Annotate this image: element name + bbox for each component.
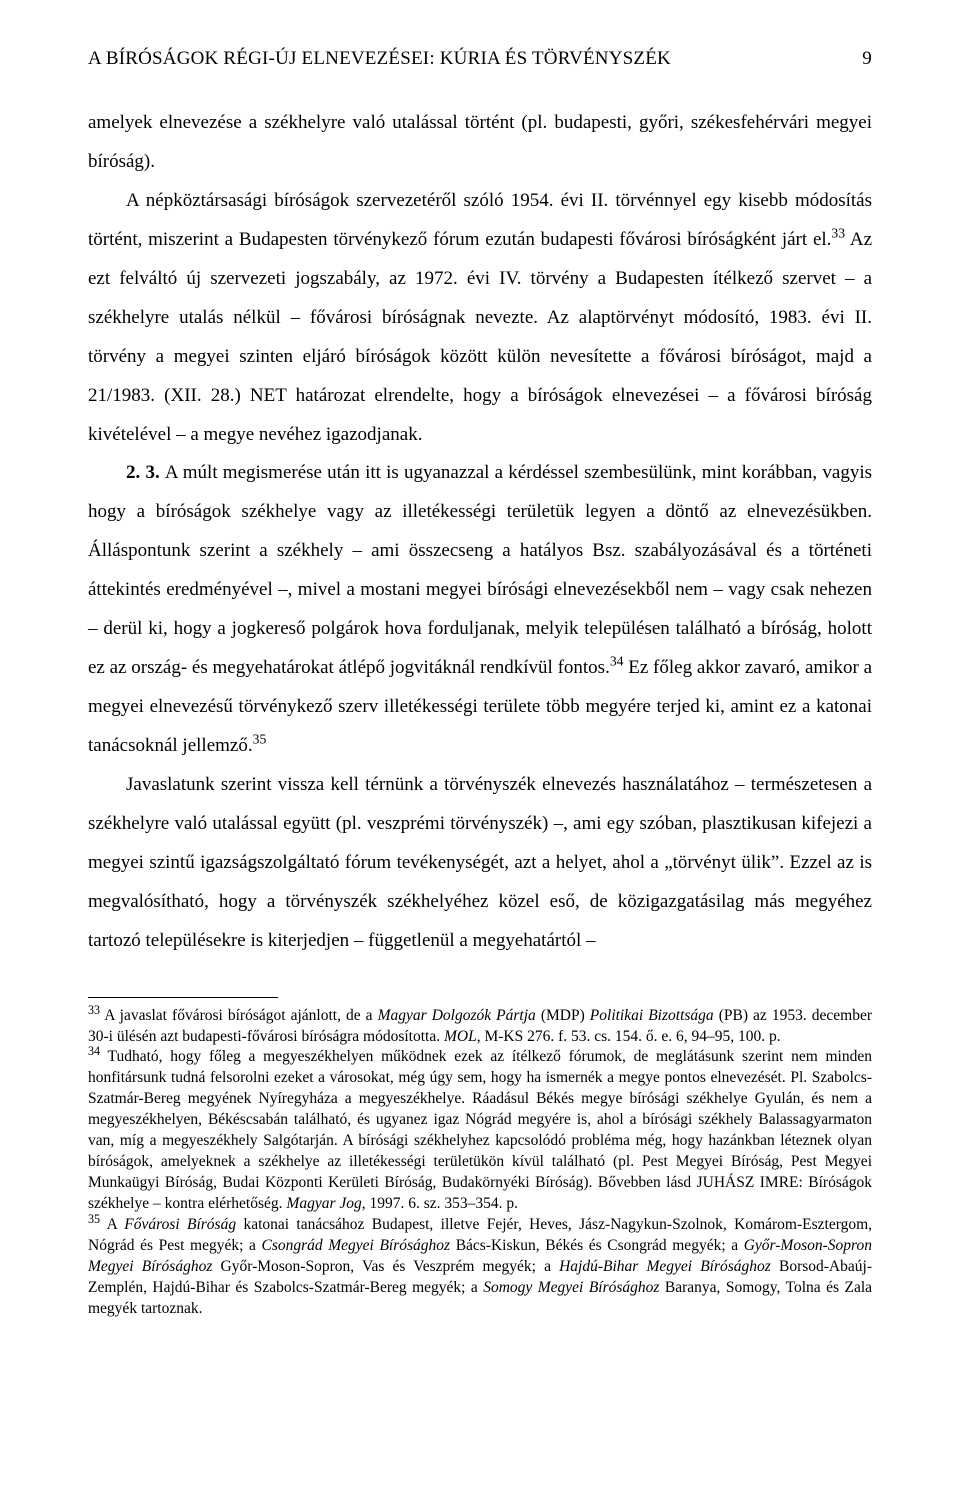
text-run: Tudható, hogy főleg a megyeszékhelyen mű… <box>88 1048 872 1191</box>
text-run: A népköztársasági bíróságok szervezetérő… <box>88 190 872 250</box>
footnote-ref-35: 35 <box>253 732 267 747</box>
footnotes: 33 A javaslat fővárosi bíróságot ajánlot… <box>88 1006 872 1320</box>
text-run: A múlt megismerése után itt is ugyanazza… <box>88 462 872 678</box>
italic-run: Somogy Megyei Bírósághoz <box>483 1279 659 1296</box>
paragraph: A népköztársasági bíróságok szervezetérő… <box>88 182 872 455</box>
paragraph-continuation: amelyek elnevezése a székhelyre való uta… <box>88 104 872 182</box>
body-text: amelyek elnevezése a székhelyre való uta… <box>88 104 872 961</box>
footnote-ref-34: 34 <box>610 654 624 669</box>
text-run: Bács-Kiskun, Békés és Csongrád megyék; a <box>450 1237 744 1254</box>
running-head: A BÍRÓSÁGOK RÉGI-ÚJ ELNEVEZÉSEI: KÚRIA É… <box>88 48 872 76</box>
text-run: Győr-Moson-Sopron, Vas és Veszprém megyé… <box>212 1258 559 1275</box>
text-run: Az ezt felváltó új szervezeti jogszabály… <box>88 229 872 445</box>
paragraph: 2. 3. A múlt megismerése után itt is ugy… <box>88 454 872 766</box>
text-run: , 1997. 6. sz. 353–354. p. <box>362 1195 518 1212</box>
italic-run: Fővárosi Bíróság <box>124 1216 236 1233</box>
italic-run: Csongrád Megyei Bírósághoz <box>262 1237 451 1254</box>
italic-run: Magyar Dolgozók Pártja <box>378 1007 536 1024</box>
paragraph: Javaslatunk szerint vissza kell térnünk … <box>88 766 872 961</box>
footnote-33: 33 A javaslat fővárosi bíróságot ajánlot… <box>88 1006 872 1048</box>
footnote-marker: 33 <box>88 1002 100 1016</box>
footnote-marker: 34 <box>88 1044 100 1058</box>
footnote-marker: 35 <box>88 1212 100 1226</box>
footnote-separator <box>88 997 278 998</box>
text-run: , M-KS 276. f. 53. cs. 154. ő. e. 6, 94–… <box>477 1028 781 1045</box>
running-title: A BÍRÓSÁGOK RÉGI-ÚJ ELNEVEZÉSEI: KÚRIA É… <box>88 48 671 70</box>
footnote-35: 35 A Fővárosi Bíróság katonai tanácsához… <box>88 1215 872 1320</box>
italic-run: MOL <box>444 1028 477 1045</box>
text-run: A <box>100 1216 124 1233</box>
footnote-34: 34 Tudható, hogy főleg a megyeszékhelyen… <box>88 1047 872 1214</box>
text-run: (MDP) <box>536 1007 590 1024</box>
section-number: 2. 3. <box>126 462 165 483</box>
smallcaps-run: UHÁSZ <box>703 1174 760 1191</box>
footnote-ref-33: 33 <box>831 225 845 240</box>
italic-run: Magyar Jog <box>286 1195 361 1212</box>
smallcaps-run: MRE <box>765 1174 799 1191</box>
text-run: A javaslat fővárosi bíróságot ajánlott, … <box>100 1007 378 1024</box>
italic-run: Politikai Bizottsága <box>590 1007 714 1024</box>
italic-run: Hajdú-Bihar Megyei Bírósághoz <box>559 1258 771 1275</box>
page-number: 9 <box>862 48 872 70</box>
